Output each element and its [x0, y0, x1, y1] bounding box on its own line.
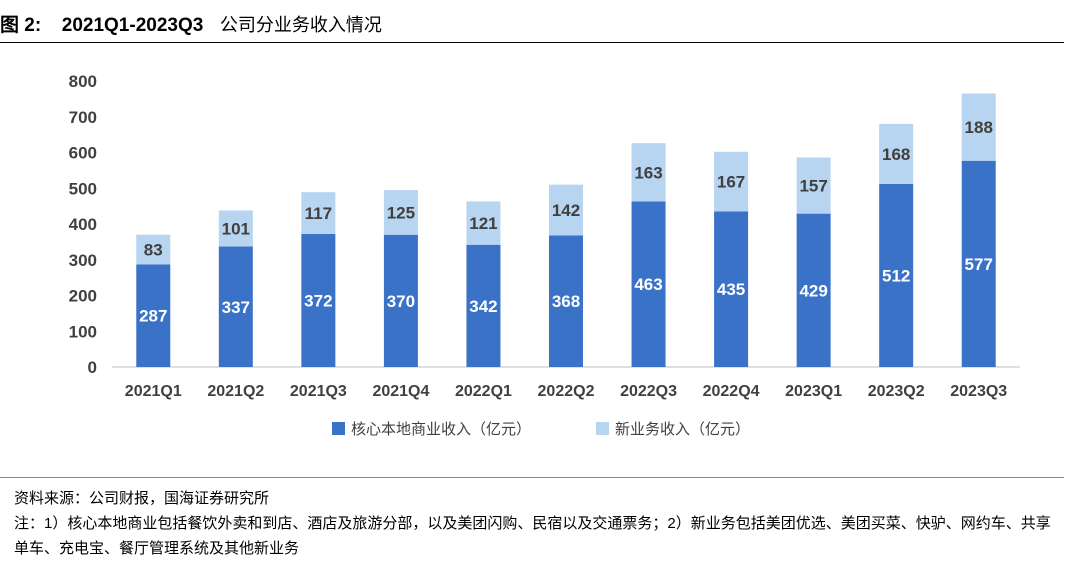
- data-label-core: 435: [717, 280, 745, 299]
- data-label-new: 142: [552, 201, 580, 220]
- bar-core-2022Q2: [549, 235, 583, 367]
- bar-new-2021Q1: [136, 234, 171, 265]
- data-label-new: 121: [469, 214, 497, 233]
- bar-new-2021Q4: [383, 190, 418, 235]
- legend: 核心本地商业收入（亿元） 新业务收入（亿元）: [332, 421, 750, 438]
- y-tick-label: 800: [69, 72, 97, 91]
- x-tick-label: 2023Q3: [950, 383, 1007, 400]
- figure-label: 图 2:: [0, 15, 42, 36]
- x-tick-label: 2021Q2: [207, 383, 264, 400]
- data-label-core: 463: [634, 275, 662, 294]
- bottom-divider: [0, 477, 1064, 478]
- y-axis: 0 100 200 300 400 500 600 700 800: [69, 72, 97, 377]
- bar-new-2023Q2: [879, 123, 914, 184]
- top-divider: [0, 42, 1064, 43]
- data-label-core: 429: [799, 281, 827, 300]
- bar-new-2022Q3: [631, 143, 666, 202]
- x-tick-label: 2022Q1: [455, 383, 512, 400]
- x-tick-label: 2023Q1: [785, 383, 842, 400]
- y-tick-label: 400: [69, 215, 97, 234]
- bar-core-2021Q1: [136, 264, 171, 367]
- legend-label-new: 新业务收入（亿元）: [615, 421, 750, 438]
- data-label-core: 372: [304, 292, 332, 311]
- bar-core-2022Q3: [631, 201, 666, 367]
- y-tick-label: 700: [69, 108, 97, 127]
- y-tick-label: 200: [69, 287, 97, 306]
- bar-new-2023Q3: [961, 93, 996, 161]
- bar-core-2021Q3: [301, 234, 336, 367]
- data-label-new: 83: [144, 241, 163, 260]
- y-tick-label: 600: [69, 144, 97, 163]
- bar-new-2021Q3: [301, 192, 336, 235]
- bar-core-2021Q2: [218, 246, 253, 367]
- bar-new-2021Q2: [218, 210, 253, 247]
- bar-new-2023Q1: [796, 157, 831, 214]
- legend-swatch-new: [596, 422, 609, 435]
- title-period: 2021Q1-2023Q3: [61, 15, 204, 36]
- data-label-new: 125: [387, 203, 415, 222]
- figure-title: 图 2: 2021Q1-2023Q3 公司分业务收入情况: [0, 10, 1064, 38]
- x-axis: 2021Q1 2021Q2 2021Q3 2021Q4 2022Q1 2022Q2 2022…: [125, 383, 1007, 400]
- bar-new-2022Q2: [549, 184, 583, 236]
- bar-core-2022Q1: [466, 244, 501, 367]
- data-label-new: 101: [222, 219, 250, 238]
- data-label-core: 287: [139, 307, 167, 326]
- x-tick-label: 2022Q3: [620, 383, 677, 400]
- y-tick-label: 500: [69, 179, 97, 198]
- data-label-core: 337: [222, 298, 250, 317]
- data-label-core: 342: [469, 297, 497, 316]
- data-label-new: 168: [882, 145, 910, 164]
- legend-label-core: 核心本地商业收入（亿元）: [351, 421, 531, 438]
- bar-new-2022Q4: [714, 151, 749, 212]
- note-text: 注：1）核心本地商业包括餐饮外卖和到店、酒店及旅游分部，以及美团闪购、民宿以及交…: [14, 515, 1051, 557]
- x-tick-label: 2022Q4: [703, 383, 760, 400]
- data-label-new: 117: [305, 204, 332, 223]
- bar-core-2023Q1: [796, 213, 831, 367]
- title-text: 公司分业务收入情况: [219, 15, 382, 36]
- bar-core-2023Q3: [961, 160, 996, 367]
- legend-swatch-core: [332, 422, 345, 435]
- data-label-core: 577: [965, 255, 993, 274]
- bar-core-2021Q4: [383, 234, 418, 367]
- x-tick-label: 2021Q4: [372, 383, 429, 400]
- data-label-new: 188: [965, 118, 993, 137]
- x-tick-label: 2021Q3: [290, 383, 347, 400]
- data-label-core: 368: [552, 292, 580, 311]
- data-label-new: 167: [717, 173, 745, 192]
- stacked-bar-chart: 0 100 200 300 400 500 600 700 800 287 83 337 101 372…: [69, 72, 1020, 438]
- y-tick-label: 300: [69, 251, 97, 270]
- data-label-new: 157: [799, 177, 827, 196]
- data-label-core: 370: [387, 292, 415, 311]
- bars: 287 83 337 101 372 117 370 125 342 121 368 142 463 16…: [136, 93, 996, 367]
- x-tick-label: 2021Q1: [125, 383, 182, 400]
- y-tick-label: 0: [88, 358, 97, 377]
- x-tick-label: 2023Q2: [868, 383, 925, 400]
- y-tick-label: 100: [69, 322, 97, 341]
- x-tick-label: 2022Q2: [538, 383, 595, 400]
- data-label-new: 163: [634, 163, 662, 182]
- bar-core-2023Q2: [879, 183, 914, 367]
- bar-core-2022Q4: [714, 211, 749, 367]
- bar-new-2022Q1: [466, 201, 501, 245]
- data-label-core: 512: [882, 266, 910, 285]
- source-text: 资料来源：公司财报，国海证券研究所: [14, 490, 270, 507]
